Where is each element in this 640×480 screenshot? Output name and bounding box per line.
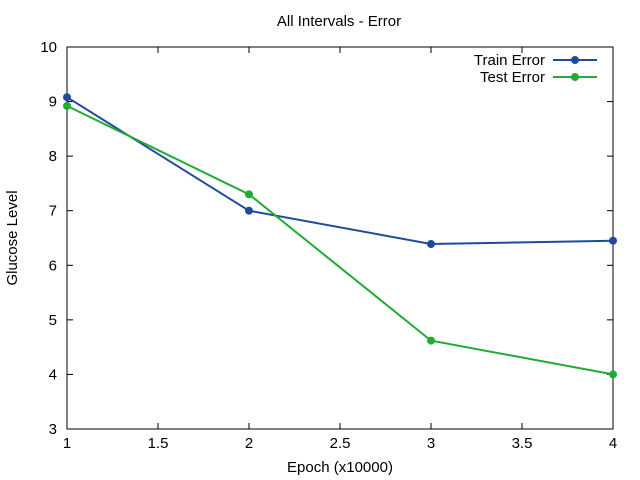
legend-item-train-error: Train Error [474,52,597,69]
x-tick-label: 1 [63,435,71,452]
data-point-train-error [609,236,617,245]
x-tick-label: 3 [427,435,435,452]
series-line-test-error [66,105,614,376]
y-tick-label: 7 [49,203,57,220]
y-axis-label: Glucose Level [4,190,21,285]
data-point-train-error [245,206,253,215]
x-tick-label: 2 [245,435,253,452]
legend-label: Test Error [480,69,545,86]
series-line-train-error [66,96,614,246]
legend-item-test-error: Test Error [480,69,597,86]
x-axis-tick-labels: 1 1.5 2 2.5 3 3.5 4 [63,435,617,452]
data-point-train-error [427,240,435,249]
series-test-error [63,101,617,379]
axis-ticks [66,46,614,430]
x-tick-label: 3.5 [512,435,533,452]
y-tick-label: 6 [49,257,57,274]
data-point-train-error [63,93,71,102]
legend-swatch-marker [571,56,579,64]
x-tick-label: 2.5 [330,435,351,452]
y-tick-label: 5 [49,312,57,329]
y-tick-label: 8 [49,148,57,165]
plot-frame [66,46,614,430]
data-point-test-error [609,370,617,379]
y-tick-label: 4 [49,366,57,383]
x-axis-label: Epoch (x10000) [287,459,393,476]
x-tick-label: 1.5 [148,435,169,452]
y-tick-label: 3 [49,421,57,438]
x-tick-label: 4 [609,435,617,452]
y-axis-tick-labels: 3 4 5 6 7 8 9 10 [40,39,57,438]
y-tick-label: 10 [40,39,57,56]
data-point-test-error [63,101,71,110]
legend-label: Train Error [474,52,545,69]
series-train-error [63,93,617,249]
series-layer [63,93,617,379]
y-tick-label: 9 [49,94,57,111]
legend-swatch-marker [571,73,579,81]
data-point-test-error [245,190,253,199]
chart-title: All Intervals - Error [277,13,401,30]
data-point-test-error [427,336,435,345]
